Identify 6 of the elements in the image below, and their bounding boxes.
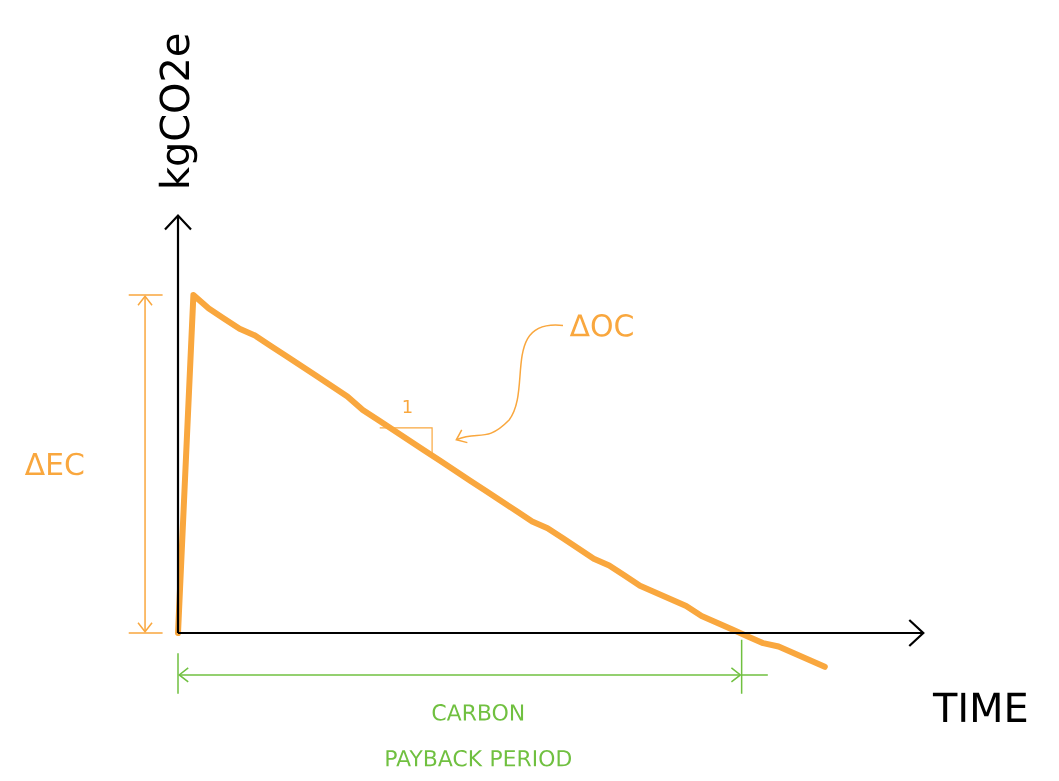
text: CARBON PAYBACK PERIOD bbox=[386, 704, 571, 767]
x-axis-title: TIME bbox=[932, 692, 1027, 722]
text: ΔEC bbox=[24, 452, 84, 476]
y-axis-title: kgCO2e bbox=[158, 34, 198, 187]
annotation: ΔOC bbox=[569, 314, 633, 337]
annotation: 1 bbox=[403, 399, 412, 414]
